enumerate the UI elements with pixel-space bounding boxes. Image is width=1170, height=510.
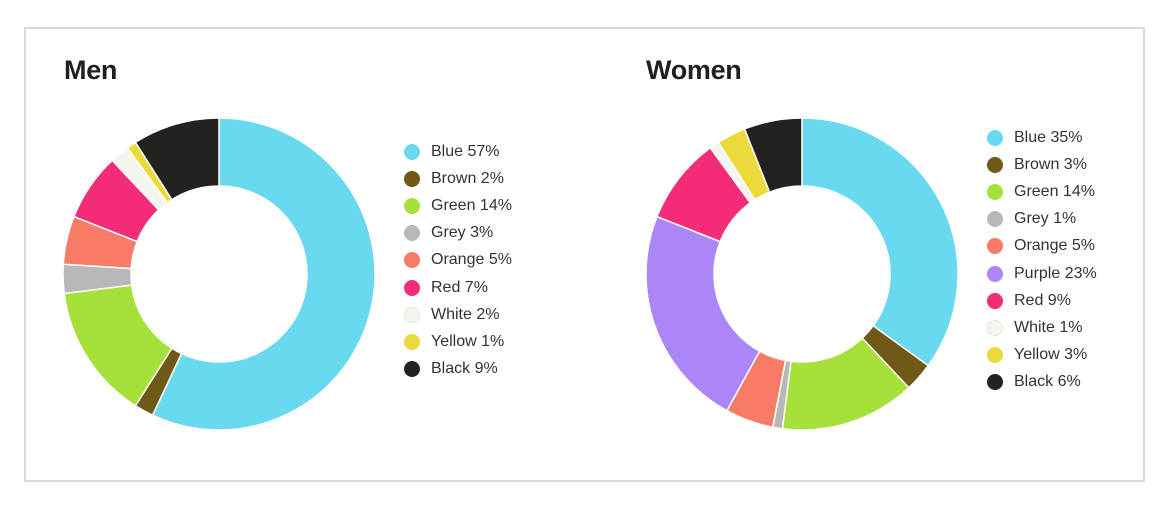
legend-label: Red 9%: [1014, 291, 1071, 309]
legend-swatch: [987, 319, 1003, 336]
legend-item-white: White 2%: [404, 301, 512, 328]
legend-label: Grey 3%: [431, 224, 494, 242]
legend-item-orange: Orange 5%: [987, 233, 1097, 260]
women-donut-chart: [645, 117, 959, 431]
legend-label: White 2%: [431, 305, 500, 323]
legend-swatch: [987, 265, 1003, 282]
legend-item-red: Red 9%: [987, 287, 1097, 314]
legend-label: Green 14%: [431, 196, 512, 214]
legend-item-yellow: Yellow 1%: [404, 328, 512, 355]
legend-label: Yellow 1%: [431, 332, 505, 350]
slice-black: [743, 117, 803, 194]
men-donut-chart: [62, 117, 376, 431]
legend-item-white: White 1%: [987, 314, 1097, 341]
legend-item-grey: Grey 3%: [404, 220, 512, 247]
legend-item-red: Red 7%: [404, 274, 512, 301]
legend-label: Grey 1%: [1014, 210, 1077, 228]
men-chart-title: Men: [64, 55, 118, 85]
legend-item-green: Green 14%: [404, 192, 512, 219]
legend-item-brown: Brown 2%: [404, 165, 512, 192]
legend-swatch: [404, 170, 420, 187]
legend-swatch: [987, 292, 1003, 309]
legend-swatch: [404, 279, 420, 296]
legend-item-grey: Grey 1%: [987, 206, 1097, 233]
legend-label: Brown 3%: [1014, 155, 1087, 173]
legend-item-black: Black 9%: [404, 356, 512, 383]
legend-swatch: [987, 238, 1003, 255]
legend-label: Orange 5%: [1014, 237, 1095, 255]
women-chart-title: Women: [646, 55, 742, 85]
legend-swatch: [404, 225, 420, 242]
legend-label: Black 6%: [1014, 373, 1081, 391]
legend-label: Yellow 3%: [1014, 346, 1088, 364]
men-legend: Blue 57% Brown 2% Green 14% Grey 3% Orange 5…: [404, 138, 512, 383]
slice-blue: [151, 117, 376, 431]
women-legend: Blue 35% Brown 3% Green 14% Grey 1% Orange 5…: [987, 124, 1097, 396]
legend-item-yellow: Yellow 3%: [987, 342, 1097, 369]
legend-swatch: [987, 211, 1003, 228]
legend-label: Orange 5%: [431, 251, 512, 269]
slice-blue: [801, 117, 959, 367]
slice-purple: [645, 215, 761, 412]
legend-swatch: [404, 306, 420, 323]
legend-swatch: [987, 183, 1003, 200]
legend-item-green: Green 14%: [987, 178, 1097, 205]
legend-label: Green 14%: [1014, 182, 1095, 200]
legend-item-purple: Purple 23%: [987, 260, 1097, 287]
legend-label: Blue 35%: [1014, 128, 1083, 146]
legend-item-brown: Brown 3%: [987, 151, 1097, 178]
legend-item-blue: Blue 35%: [987, 124, 1097, 151]
legend-item-blue: Blue 57%: [404, 138, 512, 165]
legend-label: Brown 2%: [431, 169, 504, 187]
legend-label: Blue 57%: [431, 142, 500, 160]
legend-swatch: [987, 347, 1003, 364]
legend-swatch: [404, 197, 420, 214]
legend-swatch: [987, 129, 1003, 146]
slice-black: [134, 117, 220, 201]
legend-item-orange: Orange 5%: [404, 247, 512, 274]
legend-swatch: [987, 156, 1003, 173]
legend-label: Purple 23%: [1014, 264, 1097, 282]
legend-swatch: [404, 333, 420, 350]
legend-item-black: Black 6%: [987, 369, 1097, 396]
legend-swatch: [987, 374, 1003, 391]
legend-swatch: [404, 143, 420, 160]
legend-swatch: [404, 361, 420, 378]
legend-label: Black 9%: [431, 360, 498, 378]
legend-swatch: [404, 252, 420, 269]
legend-label: White 1%: [1014, 318, 1083, 336]
legend-label: Red 7%: [431, 278, 488, 296]
